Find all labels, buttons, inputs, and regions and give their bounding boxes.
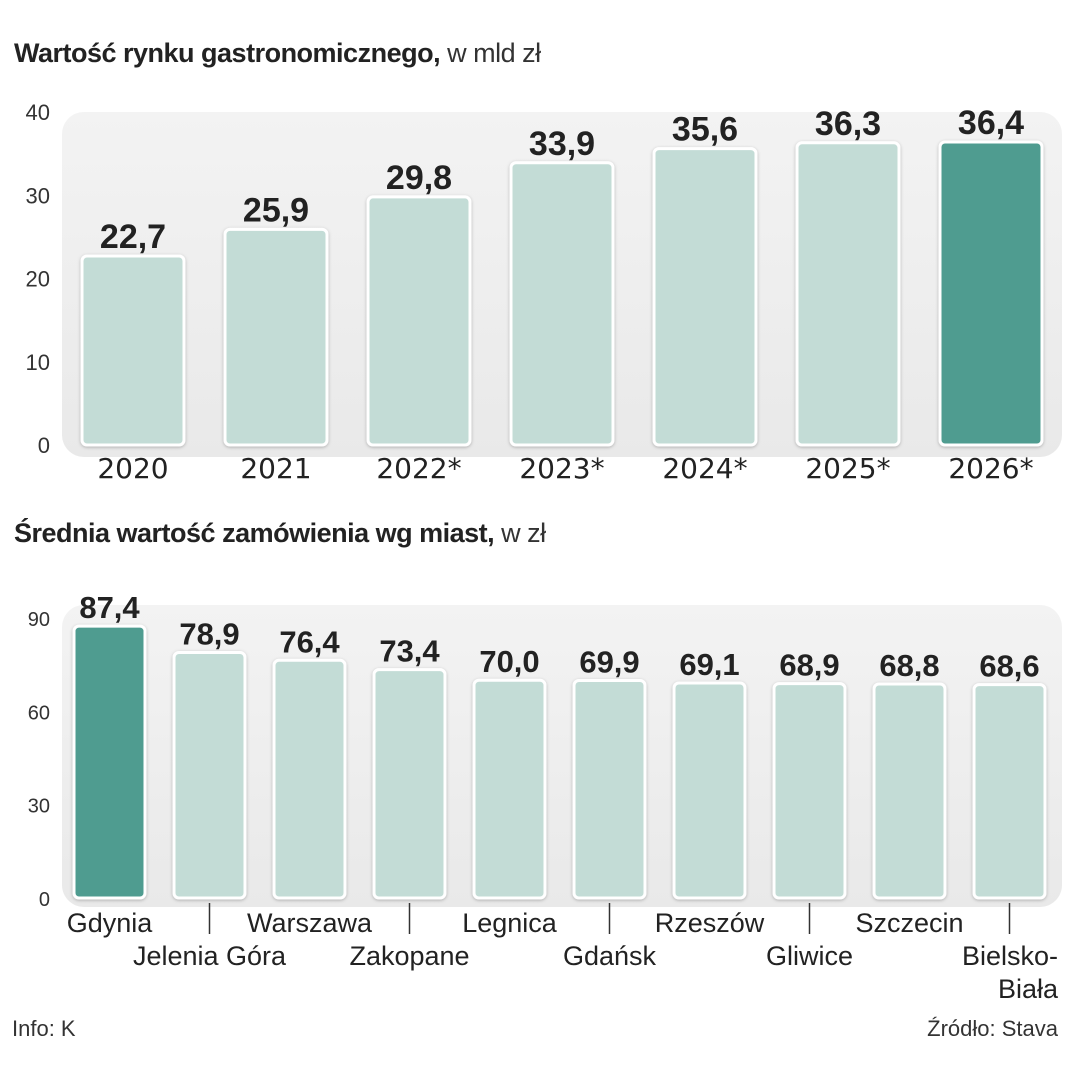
chart2-ytick-label: 30 [28, 796, 50, 818]
chart2-bar [472, 678, 547, 900]
chart2-category-label: Bielsko- [962, 941, 1058, 971]
chart2-bar [72, 624, 147, 900]
chart2-value-label: 87,4 [79, 590, 140, 625]
chart2-value-label: 69,9 [579, 645, 639, 680]
chart2-category-label: Biała [998, 974, 1059, 1004]
chart1-ytick-label: 40 [26, 100, 50, 125]
chart2-value-label: 70,0 [479, 644, 539, 679]
chart2-category-label: Gdańsk [563, 941, 657, 971]
source-credit: Źródło: Stava [927, 1016, 1058, 1041]
chart1-category-label: 2021 [240, 452, 311, 485]
chart1-category-label: 2025* [805, 452, 890, 485]
chart2-value-label: 68,6 [979, 649, 1039, 684]
chart1-bar [366, 195, 472, 447]
chart1-ytick-label: 0 [38, 433, 50, 458]
chart2-unit: w zł [501, 518, 546, 548]
chart1-bar [509, 161, 615, 447]
chart2-title: Średnia wartość zamówienia wg miast, w z… [14, 518, 546, 549]
chart1-value-label: 36,4 [958, 104, 1024, 142]
chart1-category-label: 2024* [662, 452, 747, 485]
chart2-bar [972, 683, 1047, 900]
chart1-ytick-label: 20 [26, 267, 50, 292]
chart1-value-label: 29,8 [386, 159, 452, 197]
chart1-category-label: 2026* [948, 452, 1033, 485]
chart1-value-label: 33,9 [529, 125, 595, 163]
chart2-category-label: Gdynia [67, 908, 154, 938]
chart2-category-label: Jelenia Góra [133, 941, 287, 971]
chart2-category-label: Legnica [462, 908, 558, 938]
chart1-bar [652, 147, 758, 447]
chart1-ytick-label: 30 [26, 183, 50, 208]
chart1-bar [795, 141, 901, 447]
info-credit: Info: K [12, 1016, 76, 1041]
chart1-category-label: 2023* [519, 452, 604, 485]
chart2-ytick-label: 0 [39, 889, 50, 911]
chart2-title-main: Średnia wartość zamówienia wg miast, [14, 518, 495, 548]
chart1-unit: w mld zł [447, 38, 541, 68]
chart1-value-label: 36,3 [815, 105, 881, 143]
chart2-category-label: Szczecin [855, 908, 963, 938]
chart2-value-label: 68,8 [879, 648, 939, 683]
chart2-bar [872, 682, 947, 900]
chart1-category-label: 2020 [97, 452, 168, 485]
chart2-bar [172, 651, 247, 900]
chart2-value-label: 78,9 [179, 617, 239, 652]
chart1-value-label: 22,7 [100, 218, 166, 256]
chart2-value-label: 68,9 [779, 648, 839, 683]
chart1-bar [938, 140, 1044, 447]
chart1-category-label: 2022* [376, 452, 461, 485]
chart1-value-label: 35,6 [672, 111, 738, 149]
chart2-value-label: 69,1 [679, 647, 739, 682]
chart2-category-label: Warszawa [247, 908, 373, 938]
chart1-title-main: Wartość rynku gastronomicznego, [14, 38, 441, 68]
chart2-category-label: Rzeszów [655, 908, 765, 938]
chart1-title: Wartość rynku gastronomicznego, w mld zł [14, 38, 541, 69]
chart2-bar [372, 668, 447, 900]
chart1-bar [80, 254, 186, 447]
chart1-value-label: 25,9 [243, 191, 309, 229]
chart2-category-label: Zakopane [349, 941, 469, 971]
chart1-ytick-label: 10 [26, 350, 50, 375]
chart2-bar [672, 681, 747, 900]
chart1-bar [223, 227, 329, 447]
chart2-category-label: Gliwice [766, 941, 853, 971]
chart2-value-label: 73,4 [379, 634, 440, 669]
chart2-ytick-label: 90 [28, 609, 50, 631]
chart2-ytick-label: 60 [28, 702, 50, 724]
chart2-bar [272, 658, 347, 900]
chart2-bar [572, 679, 647, 900]
chart2-value-label: 76,4 [279, 624, 340, 659]
chart2-bar [772, 682, 847, 900]
